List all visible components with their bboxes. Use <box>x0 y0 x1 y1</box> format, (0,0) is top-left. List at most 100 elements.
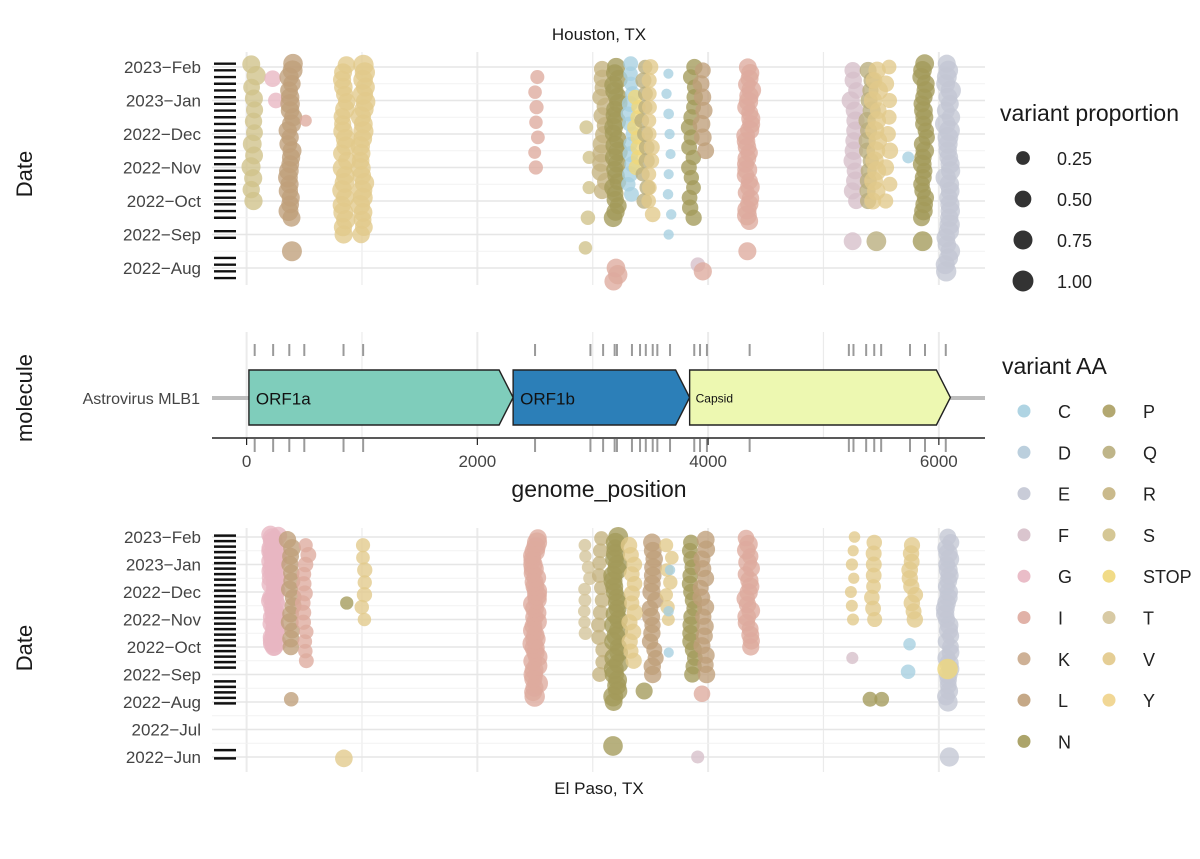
variant-point <box>643 153 660 169</box>
variant-point <box>357 575 372 590</box>
variant-point <box>868 61 886 80</box>
variant-point <box>874 691 890 707</box>
color-legend-key-g <box>1017 569 1031 583</box>
variant-point <box>844 62 862 79</box>
color-legend-key-v <box>1102 652 1116 666</box>
variant-point <box>693 262 712 281</box>
variant-point <box>579 550 592 563</box>
x-tick-label: 2000 <box>458 452 496 471</box>
variant-point <box>659 588 674 602</box>
variant-point <box>643 533 661 552</box>
color-legend-label: V <box>1143 650 1155 670</box>
variant-point <box>696 530 715 549</box>
variant-point <box>865 567 882 584</box>
variant-point <box>692 75 710 93</box>
variant-point <box>691 750 705 764</box>
y-tick-label: 2022−Dec <box>123 583 201 602</box>
color-legend-key-s <box>1102 528 1116 542</box>
y-tick-label: 2022−Sep <box>123 226 201 245</box>
variant-point <box>848 572 860 584</box>
size-legend: variant proportion 0.25 0.50 0.75 1.00 <box>1000 100 1179 292</box>
variant-point <box>581 560 595 574</box>
variant-point <box>642 59 659 75</box>
y-tick-label: 2022−Sep <box>123 666 201 685</box>
variant-point <box>937 658 958 680</box>
houston-panel: Houston, TX Date 2022−Aug 2022−Sep 2022−Oc… <box>12 25 985 291</box>
size-legend-key <box>1013 230 1033 250</box>
size-legend-label: 0.25 <box>1057 149 1092 169</box>
variant-position-ticks-bottom <box>253 439 947 452</box>
variant-point <box>357 562 373 578</box>
color-legend: variant AA C D E F G I K L N P Q R S STOP T V Y <box>1002 353 1192 752</box>
variant-point <box>845 558 859 571</box>
variant-point <box>882 176 898 192</box>
y-tick-label: 2022−Dec <box>123 125 201 144</box>
variant-point <box>603 736 623 756</box>
color-legend-label: N <box>1058 732 1071 752</box>
x-tick-label: 4000 <box>689 452 727 471</box>
y-tick-label: 2022−Oct <box>127 638 201 657</box>
houston-variant-points <box>241 53 961 291</box>
size-legend-key <box>1012 270 1034 292</box>
variant-point <box>643 139 660 156</box>
variant-point <box>912 231 933 252</box>
variant-point <box>663 575 678 590</box>
gene-arrow-orf1b <box>512 369 691 426</box>
elpaso-panel: Date 2022−Jun2022−Jul2022−Aug2022−Sep202… <box>12 525 985 798</box>
variant-point <box>641 180 657 196</box>
color-legend-label: F <box>1058 526 1069 546</box>
size-legend-label: 0.50 <box>1057 190 1092 210</box>
variant-point <box>528 160 543 175</box>
variant-point <box>641 72 657 88</box>
variant-point <box>528 145 542 159</box>
color-legend-key-r <box>1102 487 1116 501</box>
variant-point <box>623 56 639 72</box>
variant-point <box>530 130 545 145</box>
variant-point <box>268 92 284 109</box>
color-legend-label: L <box>1058 691 1068 711</box>
y-tick-label: 2022−Jul <box>132 721 201 740</box>
molecule-label: Astrovirus MLB1 <box>83 391 200 408</box>
elpaso-y-axis-label: Date <box>12 625 37 671</box>
variant-point <box>693 685 711 703</box>
houston-sample-date-rug <box>214 62 236 280</box>
variant-point <box>662 189 674 200</box>
variant-point <box>663 229 674 240</box>
variant-point <box>877 75 895 93</box>
color-legend-label: K <box>1058 650 1070 670</box>
variant-point <box>283 53 303 74</box>
variant-point <box>577 604 591 618</box>
color-legend-key-t <box>1102 611 1116 624</box>
y-tick-label: 2023−Jan <box>126 92 201 111</box>
variant-point <box>848 531 861 543</box>
variant-point <box>299 114 312 127</box>
variant-point <box>298 538 313 553</box>
color-legend-label: C <box>1058 402 1071 422</box>
variant-point <box>881 109 897 125</box>
y-tick-label: 2022−Oct <box>127 192 201 211</box>
genome-x-tick-labels: 0 2000 4000 6000 <box>242 438 958 471</box>
variant-point <box>641 126 657 142</box>
variant-point <box>738 242 757 261</box>
variant-point <box>592 667 608 682</box>
houston-panel-title: Houston, TX <box>552 25 646 44</box>
variant-point <box>354 599 370 615</box>
y-tick-label: 2023−Feb <box>124 528 201 547</box>
variant-point <box>915 54 935 74</box>
variant-point <box>591 617 607 633</box>
variant-point <box>663 68 674 79</box>
gene-label-orf1b: ORF1b <box>520 390 575 409</box>
elpaso-variant-points <box>261 525 960 768</box>
variant-point <box>903 637 916 651</box>
variant-point <box>844 586 857 598</box>
variant-point <box>641 113 657 128</box>
variant-point <box>846 613 860 626</box>
variant-point <box>881 59 897 75</box>
variant-point <box>578 593 592 607</box>
variant-point <box>340 596 354 610</box>
elpaso-sample-date-rug <box>214 534 236 760</box>
variant-point <box>335 749 353 768</box>
variant-point <box>594 592 610 608</box>
color-legend-label: R <box>1143 485 1156 505</box>
size-legend-key <box>1014 190 1032 208</box>
